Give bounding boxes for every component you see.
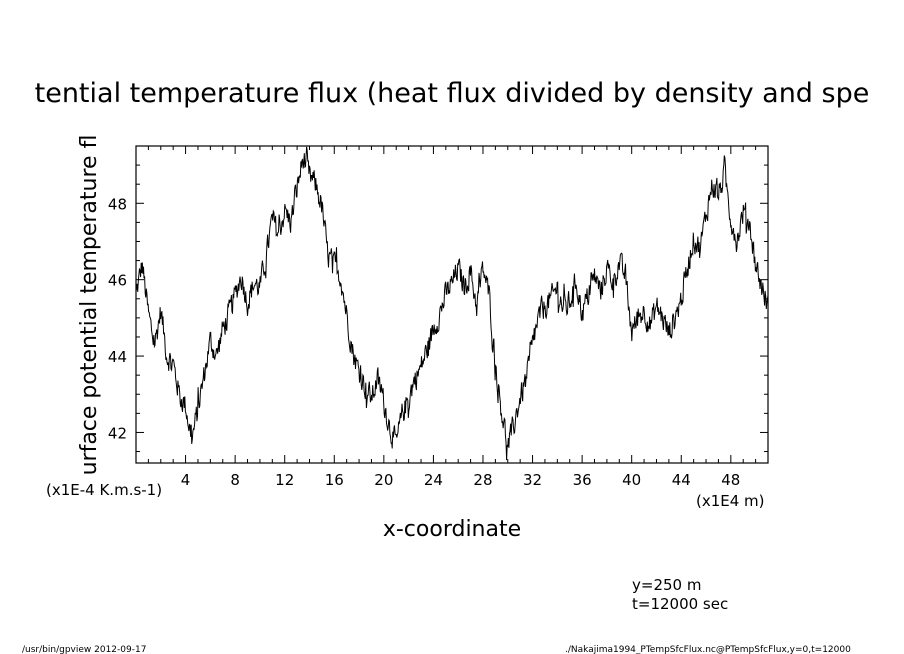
x-unit-label: (x1E4 m) bbox=[696, 492, 765, 510]
y-tick-label: 48 bbox=[108, 195, 127, 213]
footer-source: ./Nakajima1994_PTempSfcFlux.nc@PTempSfcF… bbox=[565, 645, 851, 654]
y-position-text: y=250 m bbox=[632, 576, 701, 594]
x-tick-label: 40 bbox=[622, 471, 641, 489]
x-tick-label: 20 bbox=[374, 471, 393, 489]
time-text: t=12000 sec bbox=[632, 595, 728, 613]
plot-frame bbox=[135, 145, 769, 464]
footer-program: /usr/bin/gpview 2012-09-17 bbox=[22, 645, 146, 654]
plot-area bbox=[135, 145, 769, 464]
x-tick-label: 24 bbox=[424, 471, 443, 489]
x-axis-ticks: 4 8 12 16 20 24 28 32 36 40 44 48 bbox=[147, 146, 769, 489]
y-axis-label: urface potential temperature fl bbox=[77, 135, 102, 476]
x-tick-label: 48 bbox=[721, 471, 740, 489]
x-tick-label: 4 bbox=[181, 471, 191, 489]
y-tick-label: 42 bbox=[108, 424, 127, 442]
x-tick-label: 12 bbox=[275, 471, 294, 489]
x-axis-label: x-coordinate bbox=[383, 517, 521, 542]
data-series-line bbox=[135, 146, 769, 461]
chart-title: tential temperature flux (heat flux divi… bbox=[35, 78, 870, 109]
x-tick-label: 36 bbox=[573, 471, 592, 489]
y-unit-label: (x1E-4 K.m.s-1) bbox=[46, 481, 162, 499]
x-tick-label: 28 bbox=[473, 471, 492, 489]
x-tick-label: 32 bbox=[523, 471, 542, 489]
x-tick-label: 44 bbox=[672, 471, 691, 489]
x-tick-label: 16 bbox=[325, 471, 344, 489]
y-tick-label: 44 bbox=[108, 348, 127, 366]
y-axis-ticks: 42 44 46 48 bbox=[108, 145, 768, 453]
x-tick-label: 8 bbox=[230, 471, 240, 489]
y-tick-label: 46 bbox=[108, 272, 127, 290]
